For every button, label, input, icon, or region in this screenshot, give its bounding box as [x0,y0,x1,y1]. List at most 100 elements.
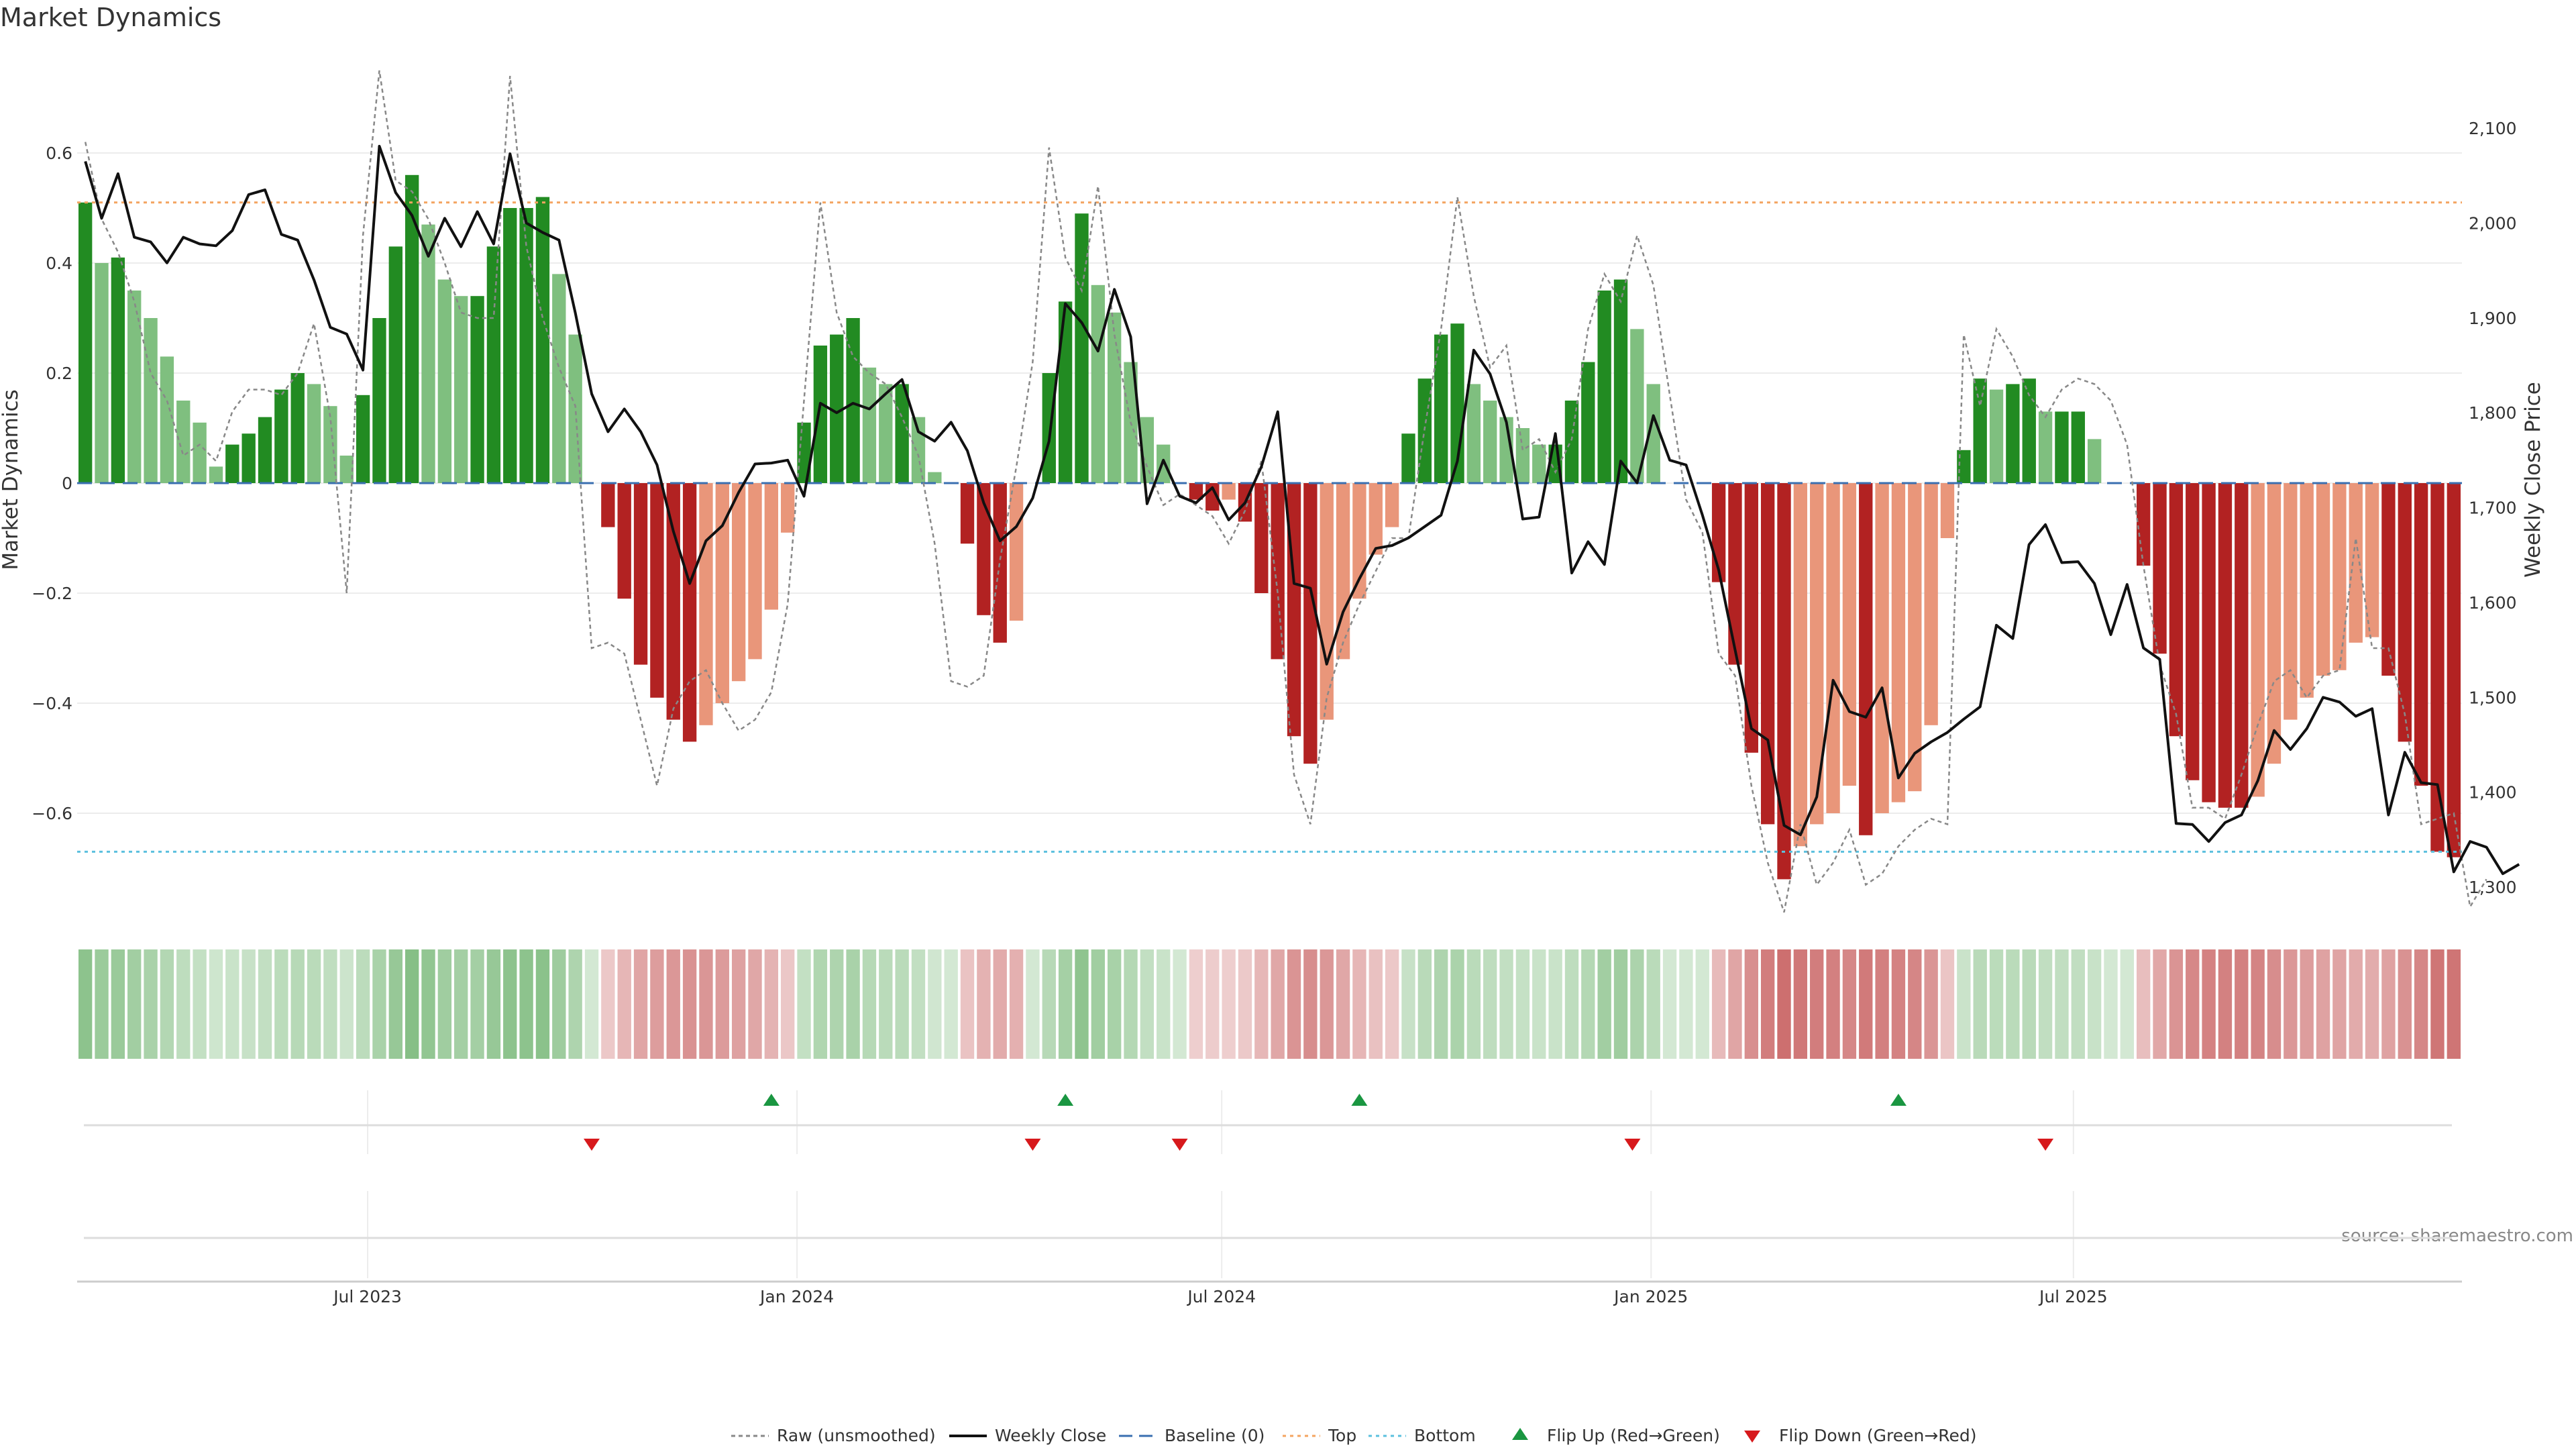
bar [1222,483,1236,500]
y-tick-label: −0.4 [32,694,72,713]
heatmap-cell [258,949,272,1059]
heatmap-cell [568,949,582,1059]
bar [2332,483,2347,670]
bar [879,384,893,483]
bar [2414,483,2428,786]
bar [977,483,991,615]
bar [1108,312,1122,483]
heatmap-cell [944,949,958,1059]
heatmap-cell [1760,949,1775,1059]
bar [307,384,321,483]
heatmap-cell [1108,949,1122,1059]
y2-tick-label: 1,500 [2469,688,2517,707]
heatmap-cell [911,949,926,1059]
heatmap-cell [2186,949,2200,1059]
bar [323,406,337,483]
bar [95,263,109,483]
heatmap-cell [323,949,337,1059]
flip-down-marker [584,1139,600,1151]
heatmap-cell [1124,949,1138,1059]
heatmap-cell [1352,949,1366,1059]
heatmap-cell [1793,949,1808,1059]
bar [764,483,779,610]
bar [225,444,239,483]
bar [633,483,648,665]
bar [1564,401,1579,483]
heatmap-cell [731,949,746,1059]
heatmap-cell [1564,949,1579,1059]
bar [666,483,680,720]
bar [1859,483,1873,835]
y2-tick-label: 1,800 [2469,403,2517,423]
flip-down-marker [1024,1139,1041,1151]
heatmap-cell [503,949,517,1059]
axis-ticks: 0.6 0.4 0.2 0 −0.2 −0.4 −0.6 2,100 2,000 1,900 1,8… [32,119,2516,1306]
bar [372,318,386,483]
bar [960,483,975,544]
heatmap-cell [764,949,779,1059]
flip-up-marker [1351,1094,1368,1106]
bar [1940,483,1955,538]
bar [1728,483,1742,665]
heatmap-cell [1630,949,1644,1059]
bar [2038,411,2053,483]
raw-line [84,70,2487,913]
bar [1320,483,1334,720]
bar [1875,483,1889,813]
heatmap-cell [2332,949,2347,1059]
heatmap-cell [846,949,860,1059]
heatmap-cell [2169,949,2184,1059]
y-tick-label: 0.6 [46,144,72,163]
bar [1058,301,1073,483]
y2-axis-label: Weekly Close Price [2521,382,2545,578]
bar [78,202,93,483]
bar [209,466,223,483]
flip-down-marker [2037,1139,2054,1151]
bar [1075,213,1089,483]
heatmap-cell [454,949,468,1059]
heatmap-cell [1924,949,1938,1059]
bar [176,401,191,483]
heatmap-cell [715,949,729,1059]
y2-tick-label: 2,100 [2469,119,2517,138]
heatmap-cell [2430,949,2445,1059]
bar [731,483,746,682]
heatmap-cell [1091,949,1106,1059]
heatmap-cell [176,949,191,1059]
heatmap-cell [1810,949,1824,1059]
heatmap-cell [388,949,402,1059]
bar [405,174,419,483]
heatmap-strip [78,949,2461,1059]
heatmap-cell [1042,949,1056,1059]
legend-item-raw: Raw (unsmoothed) [731,1426,936,1445]
bar [2137,483,2151,566]
bar [682,483,697,742]
bar [748,483,762,660]
heatmap-cell [1466,949,1481,1059]
y-tick-label: 0.4 [46,254,72,273]
heatmap-cell [1613,949,1628,1059]
heatmap-cell [1205,949,1220,1059]
heatmap-cell [2202,949,2216,1059]
heatmap-cell [2120,949,2135,1059]
bar [2006,384,2020,483]
heatmap-cell [241,949,256,1059]
bar [2398,483,2412,742]
bar [617,483,631,599]
heatmap-cell [666,949,680,1059]
heatmap-cell [519,949,533,1059]
heatmap-cell [1385,949,1399,1059]
heatmap-cell [1271,949,1285,1059]
bar [1646,384,1660,483]
bar [1777,483,1791,880]
heatmap-cell [993,949,1007,1059]
bar [2251,483,2265,797]
bar [830,334,844,483]
bar [1009,483,1024,621]
heatmap-cell [2218,949,2233,1059]
y-tick-label: −0.2 [32,584,72,603]
bar [1826,483,1840,813]
reference-lines [77,201,2462,853]
heatmap-cell [356,949,370,1059]
bar [1630,329,1644,483]
